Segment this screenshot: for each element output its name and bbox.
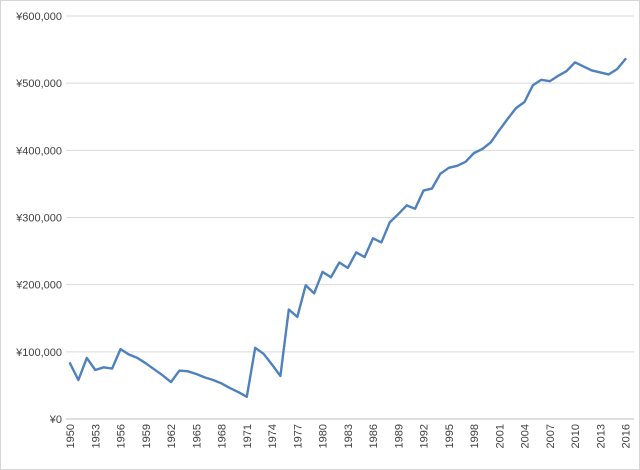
x-axis-label: 1995 [444,424,456,448]
x-axis-label: 2001 [494,424,506,448]
x-axis-label: 1971 [242,424,254,448]
x-axis-label: 1953 [90,424,102,448]
y-axis-label: ¥600,000 [15,11,62,23]
y-axis-label: ¥500,000 [15,78,62,90]
x-axis-label: 1965 [191,424,203,448]
x-axis-label: 1998 [469,424,481,448]
x-axis-label: 1974 [267,424,279,448]
x-axis-label: 1980 [318,424,330,448]
y-axis-label: ¥300,000 [15,213,62,225]
x-axis-label: 2004 [520,424,532,448]
x-axis-label: 2010 [570,424,582,448]
y-axis-label: ¥0 [49,414,62,426]
y-axis-label: ¥200,000 [15,280,62,292]
x-axis-label: 1959 [141,424,153,448]
x-axis-label: 1968 [217,424,229,448]
x-axis-label: 1950 [65,424,77,448]
data-series-line [68,57,627,398]
x-axis-label: 1956 [116,424,128,448]
x-axis-label: 1986 [368,424,380,448]
y-axis-label: ¥100,000 [15,347,62,359]
x-axis-label: 1962 [166,424,178,448]
x-axis-label: 2016 [621,424,633,448]
x-axis-label: 2007 [545,424,557,448]
y-axis-label: ¥400,000 [15,145,62,157]
x-axis-label: 1989 [393,424,405,448]
x-axis-label: 1977 [292,424,304,448]
x-axis-label: 2013 [595,424,607,448]
x-axis-label: 1983 [343,424,355,448]
x-axis-label: 1992 [419,424,431,448]
